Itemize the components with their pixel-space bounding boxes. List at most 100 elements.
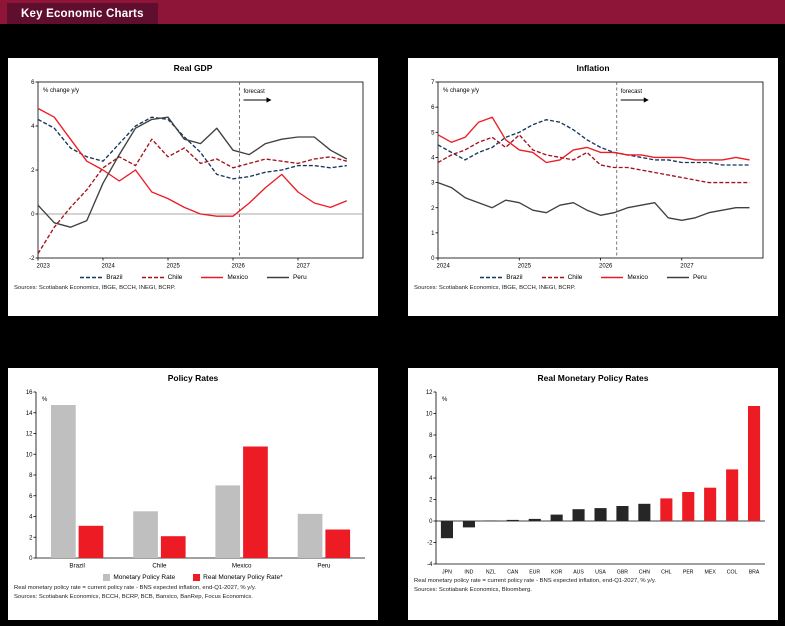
- legend-square-swatch: [103, 574, 111, 581]
- svg-text:CAN: CAN: [507, 570, 518, 576]
- svg-text:AUS: AUS: [573, 570, 584, 576]
- legend-item: Peru: [266, 274, 307, 281]
- svg-text:forecast: forecast: [621, 89, 643, 95]
- svg-text:2023: 2023: [37, 264, 51, 270]
- svg-text:EUR: EUR: [529, 570, 540, 576]
- legend-label: Peru: [292, 274, 307, 281]
- svg-text:10: 10: [26, 452, 33, 458]
- legend-item: Brazil: [79, 274, 123, 281]
- real-monetary-policy-rates-footnote: Real monetary policy rate = current poli…: [414, 578, 657, 584]
- panel-real-monetary-policy-rates: Real Monetary Policy Rates -4 -2 0 2 4 6 8 10 12…: [408, 368, 778, 620]
- svg-text:6: 6: [31, 80, 35, 86]
- legend-label: Brazil: [506, 274, 523, 281]
- svg-text:Brazil: Brazil: [69, 563, 84, 570]
- svg-text:-2: -2: [29, 256, 35, 262]
- svg-text:6: 6: [429, 455, 433, 461]
- svg-text:forecast: forecast: [244, 89, 266, 95]
- svg-text:Chile: Chile: [152, 563, 167, 570]
- legend-item: Brazil: [479, 274, 523, 281]
- legend-label: Brazil: [106, 274, 123, 281]
- panel-policy-rates: Policy Rates 0 2 4 6 8 10 12 14 16 Brazil Chile Mex…: [8, 368, 378, 620]
- svg-text:2: 2: [31, 168, 35, 174]
- svg-text:2025: 2025: [518, 264, 532, 270]
- policy-rates-footnote: Real monetary policy rate = current poli…: [14, 585, 257, 591]
- svg-text:4: 4: [431, 156, 435, 162]
- real-gdp-chart: -2 0 2 4 6 2023 2024 2025 2026 2027 forecast % chan…: [14, 75, 372, 271]
- legend-line-swatch: [266, 276, 289, 279]
- svg-text:14: 14: [26, 411, 33, 417]
- svg-text:5: 5: [431, 130, 435, 136]
- svg-text:2026: 2026: [599, 264, 613, 270]
- svg-text:12: 12: [426, 390, 433, 396]
- svg-text:%: %: [42, 397, 48, 403]
- svg-text:2027: 2027: [297, 264, 311, 270]
- svg-text:4: 4: [429, 476, 433, 482]
- svg-text:BRA: BRA: [749, 570, 760, 576]
- legend-line-swatch: [541, 276, 564, 279]
- svg-text:PER: PER: [683, 570, 694, 576]
- svg-text:6: 6: [29, 494, 33, 500]
- svg-text:2: 2: [429, 498, 433, 504]
- legend-label: Chile: [167, 274, 183, 281]
- legend-item: Mexico: [600, 274, 648, 281]
- inflation-chart: 0 1 2 3 4 5 6 7 2024 2025 2026 2027 forecast % change…: [414, 75, 772, 271]
- policy-rates-chart: 0 2 4 6 8 10 12 14 16 Brazil Chile Mexico Peru%: [14, 385, 372, 571]
- svg-text:MEX: MEX: [705, 570, 717, 576]
- svg-text:% change y/y: % change y/y: [443, 88, 479, 94]
- svg-text:KOR: KOR: [551, 570, 562, 576]
- svg-text:8: 8: [429, 433, 433, 439]
- svg-text:IND: IND: [464, 570, 473, 576]
- legend-item: Chile: [541, 274, 582, 281]
- inflation-sources: Sources: Scotiabank Economics, IBGE, BCC…: [414, 285, 576, 291]
- svg-text:USA: USA: [595, 570, 606, 576]
- panel-real-gdp: Real GDP -2 0 2 4 6 2023 2024 2025 2026 2027 forec…: [8, 58, 378, 316]
- svg-text:Mexico: Mexico: [232, 563, 252, 570]
- legend-item: Mexico: [200, 274, 248, 281]
- real-gdp-legend: Brazil Chile Mexico Peru: [14, 271, 372, 284]
- real-gdp-title: Real GDP: [173, 63, 213, 73]
- legend-line-swatch: [141, 276, 164, 279]
- svg-text:4: 4: [31, 124, 35, 130]
- svg-text:6: 6: [431, 105, 435, 111]
- legend-label: Mexico: [627, 274, 648, 281]
- policy-rates-title: Policy Rates: [167, 373, 219, 383]
- svg-text:12: 12: [26, 432, 33, 438]
- legend-line-swatch: [201, 276, 224, 279]
- legend-label: Peru: [692, 274, 707, 281]
- policy-rates-legend: Monetary Policy Rate Real Monetary Policy…: [14, 571, 372, 584]
- svg-text:2027: 2027: [680, 264, 694, 270]
- policy-rates-sources: Sources: Scotiabank Economics, BCCH, BCR…: [14, 594, 253, 601]
- svg-text:2026: 2026: [232, 264, 246, 270]
- svg-text:CHN: CHN: [639, 570, 650, 576]
- legend-label: Mexico: [227, 274, 248, 281]
- real-monetary-policy-rates-title: Real Monetary Policy Rates: [537, 373, 649, 383]
- legend-line-swatch: [666, 276, 689, 279]
- svg-text:%: %: [442, 397, 448, 403]
- header-bar: Key Economic Charts: [0, 0, 785, 24]
- inflation-title: Inflation: [576, 63, 610, 73]
- inflation-legend: Brazil Chile Mexico Peru: [414, 271, 772, 284]
- legend-label: Real Monetary Policy Rate*: [203, 574, 283, 581]
- svg-text:JPN: JPN: [442, 570, 452, 576]
- svg-text:Peru: Peru: [317, 563, 331, 570]
- svg-text:2: 2: [431, 206, 435, 212]
- svg-text:GBR: GBR: [617, 570, 628, 576]
- svg-text:COL: COL: [727, 570, 738, 576]
- svg-text:8: 8: [29, 473, 33, 479]
- legend-item: Monetary Policy Rate: [103, 574, 175, 581]
- svg-text:1: 1: [431, 231, 435, 237]
- legend-line-swatch: [601, 276, 624, 279]
- legend-item: Real Monetary Policy Rate*: [193, 574, 283, 581]
- svg-text:7: 7: [431, 80, 435, 86]
- panel-inflation: Inflation 0 1 2 3 4 5 6 7 2024 2025 2026 2027 foreca…: [408, 58, 778, 316]
- svg-text:2024: 2024: [102, 264, 116, 270]
- legend-item: Chile: [141, 274, 183, 281]
- legend-label: Monetary Policy Rate: [113, 574, 176, 581]
- svg-text:0: 0: [431, 256, 435, 262]
- svg-text:NZL: NZL: [486, 570, 496, 576]
- svg-text:-4: -4: [427, 562, 433, 568]
- svg-text:0: 0: [429, 519, 433, 525]
- real-monetary-policy-rates-sources: Sources: Scotiabank Economics, Bloomberg…: [414, 587, 532, 594]
- svg-text:16: 16: [26, 390, 33, 396]
